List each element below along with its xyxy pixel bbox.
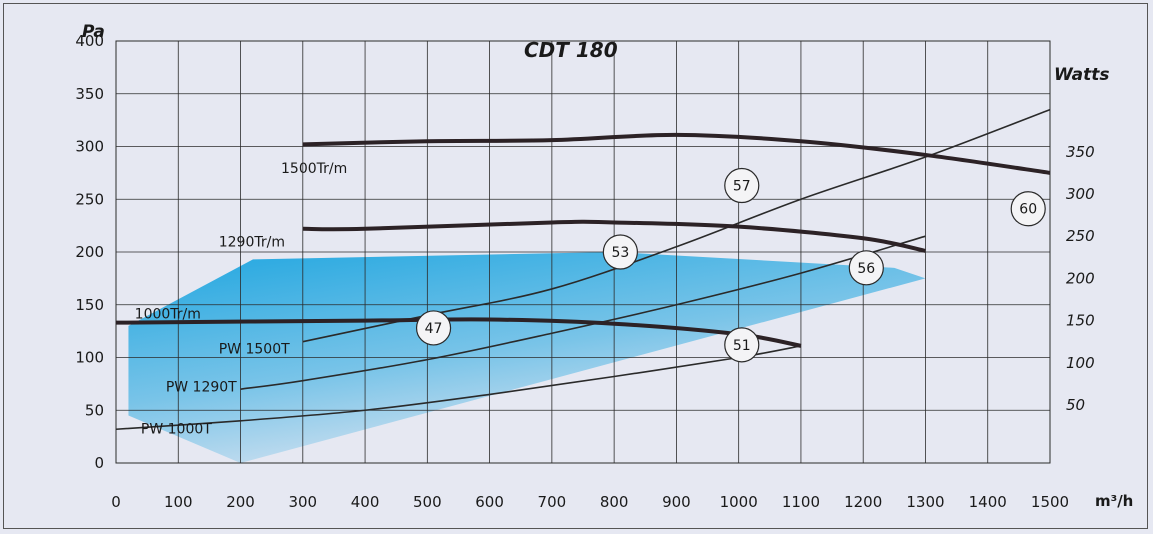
power-curve-label: PW 1500T bbox=[219, 341, 290, 357]
chart-frame: 0 100 200 300 400 500 600 700 800 900 1000 1100 1200… bbox=[3, 3, 1148, 529]
efficiency-badge-circle bbox=[415, 310, 452, 346]
pressure-curve-line bbox=[302, 132, 1051, 175]
x-tick-label: 100 bbox=[164, 493, 193, 511]
pressure-curve-label: 1000Tr/m bbox=[135, 306, 201, 322]
y2-tick-label: 200 bbox=[1066, 269, 1095, 287]
y2-tick-label: 150 bbox=[1066, 312, 1095, 330]
efficiency-badge-label: 47 bbox=[425, 321, 443, 337]
y-tick-label: 400 bbox=[75, 32, 104, 50]
x-tick-label: 900 bbox=[662, 493, 691, 511]
chart-title: CDT 180 bbox=[524, 38, 618, 62]
efficiency-badge-label: 56 bbox=[857, 261, 875, 277]
efficiency-badge-circle bbox=[1010, 191, 1046, 227]
power-curve-line bbox=[115, 345, 802, 431]
y2-axis-unit: Watts bbox=[1054, 65, 1109, 85]
y2-tick-label: 100 bbox=[1066, 354, 1095, 372]
y-tick-label: 250 bbox=[75, 190, 104, 208]
x-tick-label: 0 bbox=[111, 493, 121, 511]
y2-tick-label: 50 bbox=[1066, 396, 1085, 414]
x-tick-label: 200 bbox=[226, 493, 255, 511]
efficiency-badge-circle bbox=[724, 167, 760, 204]
x-axis-unit: m³/h bbox=[1095, 492, 1133, 510]
efficiency-badge-label: 53 bbox=[611, 245, 629, 261]
fan-performance-chart: 0 100 200 300 400 500 600 700 800 900 1000 1100 1200… bbox=[75, 22, 1133, 511]
pressure-curve-line bbox=[302, 219, 926, 253]
y-tick-label: 300 bbox=[75, 138, 104, 156]
power-curve-line bbox=[240, 235, 926, 390]
efficiency-badge: 47 bbox=[415, 310, 452, 346]
efficiency-badge: 60 bbox=[1010, 191, 1046, 227]
y-tick-label: 350 bbox=[75, 85, 104, 103]
x-tick-label: 1500 bbox=[1031, 493, 1069, 511]
x-tick-label: 300 bbox=[288, 493, 317, 511]
plot-border bbox=[115, 40, 1051, 464]
y2-tick-label: 350 bbox=[1066, 143, 1095, 161]
efficiency-badge: 51 bbox=[724, 327, 760, 363]
y-tick-label: 100 bbox=[75, 349, 104, 367]
power-curve-label: PW 1000T bbox=[141, 421, 212, 437]
y-tick-label: 150 bbox=[75, 296, 104, 314]
x-tick-label: 800 bbox=[600, 493, 629, 511]
efficiency-badge: 56 bbox=[848, 250, 884, 286]
x-tick-label: 400 bbox=[351, 493, 380, 511]
x-tick-label: 500 bbox=[413, 493, 442, 511]
y2-tick-label: 300 bbox=[1066, 185, 1095, 203]
efficiency-badge-label: 60 bbox=[1019, 202, 1037, 218]
efficiency-badge: 53 bbox=[602, 234, 638, 270]
x-tick-label: 1000 bbox=[720, 493, 758, 511]
x-tick-label: 700 bbox=[538, 493, 567, 511]
y-tick-label: 50 bbox=[85, 401, 104, 419]
x-tick-label: 1300 bbox=[906, 493, 944, 511]
x-tick-label: 600 bbox=[475, 493, 504, 511]
x-tick-label: 1200 bbox=[844, 493, 882, 511]
y-axis-unit: Pa bbox=[82, 22, 105, 42]
y2-tick-label: 250 bbox=[1066, 227, 1095, 245]
efficiency-badge-label: 57 bbox=[733, 179, 751, 195]
x-tick-label: 1400 bbox=[969, 493, 1007, 511]
y-tick-label: 0 bbox=[94, 454, 104, 472]
x-tick-label: 1100 bbox=[782, 493, 820, 511]
pressure-curve-label: 1290Tr/m bbox=[219, 235, 285, 251]
pressure-curve-label: 1500Tr/m bbox=[281, 161, 347, 177]
efficiency-badge-label: 51 bbox=[733, 338, 751, 354]
efficiency-badge-circle bbox=[602, 234, 638, 270]
efficiency-badge-circle bbox=[848, 250, 884, 286]
efficiency-badge: 57 bbox=[724, 167, 760, 204]
efficiency-badge-circle bbox=[724, 327, 760, 363]
y-tick-label: 200 bbox=[75, 243, 104, 261]
power-curve-label: PW 1290T bbox=[166, 379, 237, 395]
